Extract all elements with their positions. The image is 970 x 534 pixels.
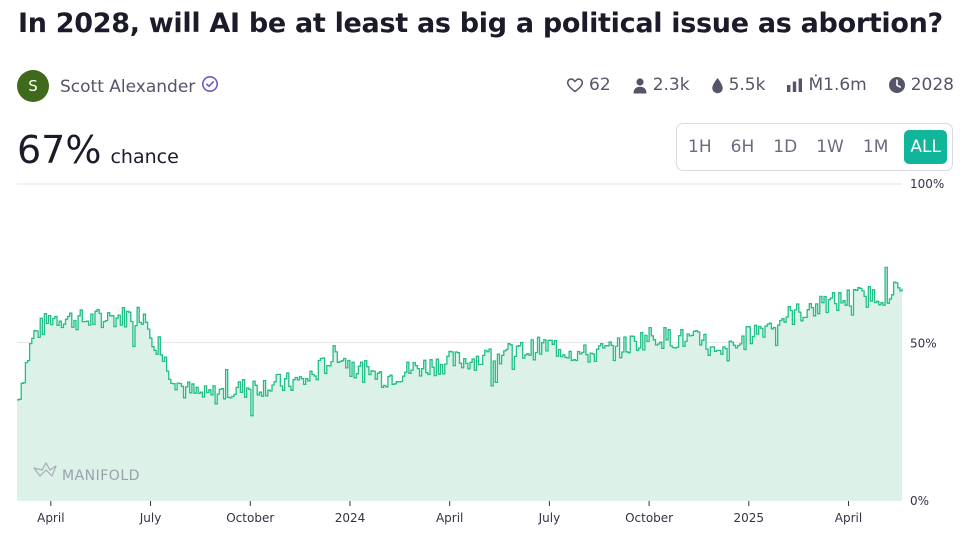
close-year: 2028 bbox=[910, 75, 954, 95]
range-button-6h[interactable]: 6H bbox=[730, 137, 755, 157]
liquidity-stat: 5.5k bbox=[711, 75, 766, 95]
x-tick-label: April bbox=[37, 511, 64, 525]
time-range-selector: 1H 6H 1D 1W 1M ALL bbox=[676, 123, 953, 171]
probability-line bbox=[17, 266, 903, 417]
user-icon bbox=[632, 77, 648, 94]
y-tick-label: 100% bbox=[910, 177, 944, 191]
probability-display: 67% chance bbox=[17, 128, 179, 172]
author-avatar[interactable]: S bbox=[17, 70, 49, 102]
x-tick-label: April bbox=[436, 511, 463, 525]
x-tick-label: April bbox=[835, 511, 862, 525]
author-link[interactable]: Scott Alexander bbox=[60, 75, 219, 98]
x-tick-label: October bbox=[625, 511, 673, 525]
crane-logo-icon bbox=[33, 462, 57, 477]
manifold-watermark: MANIFOLD bbox=[33, 462, 140, 484]
x-tick-label: July bbox=[139, 511, 162, 525]
x-tick-label: October bbox=[226, 511, 274, 525]
liquidity-amount: 5.5k bbox=[728, 75, 766, 95]
probability-label: chance bbox=[110, 146, 179, 168]
market-stats: 62 2.3k 5.5k Ṁ1.6m 2028 bbox=[566, 75, 954, 95]
range-button-1h[interactable]: 1H bbox=[688, 137, 712, 157]
likes-count: 62 bbox=[589, 75, 611, 95]
verified-check-icon bbox=[201, 75, 219, 98]
traders-count: 2.3k bbox=[652, 75, 690, 95]
y-tick-label: 0% bbox=[910, 494, 929, 508]
range-button-1w[interactable]: 1W bbox=[816, 137, 844, 157]
probability-area bbox=[17, 267, 902, 501]
volume-amount: Ṁ1.6m bbox=[808, 75, 867, 95]
market-title: In 2028, will AI be at least as big a po… bbox=[18, 8, 943, 39]
droplet-icon bbox=[711, 77, 724, 94]
chart-grid bbox=[17, 183, 902, 343]
x-tick-label: 2024 bbox=[335, 511, 366, 525]
likes-stat[interactable]: 62 bbox=[566, 75, 611, 95]
bar-chart-icon bbox=[786, 78, 803, 93]
y-axis: 100% 50% 0% bbox=[910, 177, 944, 508]
watermark-text: MANIFOLD bbox=[62, 468, 140, 484]
clock-icon bbox=[888, 76, 906, 94]
x-axis: April July October 2024 April July October 2025… bbox=[37, 501, 862, 525]
probability-chart[interactable]: MANIFOLD 100%50%0% April July October 2024 A… bbox=[0, 170, 970, 534]
volume-stat: Ṁ1.6m bbox=[786, 75, 867, 95]
probability-value: 67% bbox=[17, 128, 102, 172]
range-button-1d[interactable]: 1D bbox=[773, 137, 798, 157]
range-button-1m[interactable]: 1M bbox=[862, 137, 889, 157]
close-date-stat: 2028 bbox=[888, 75, 954, 95]
author-name: Scott Alexander bbox=[60, 76, 196, 97]
x-tick-label: 2025 bbox=[734, 511, 765, 525]
heart-icon bbox=[566, 77, 584, 93]
y-tick-label: 50% bbox=[910, 337, 937, 351]
x-tick-label: July bbox=[538, 511, 561, 525]
range-button-all[interactable]: ALL bbox=[904, 130, 947, 164]
traders-stat: 2.3k bbox=[632, 75, 690, 95]
